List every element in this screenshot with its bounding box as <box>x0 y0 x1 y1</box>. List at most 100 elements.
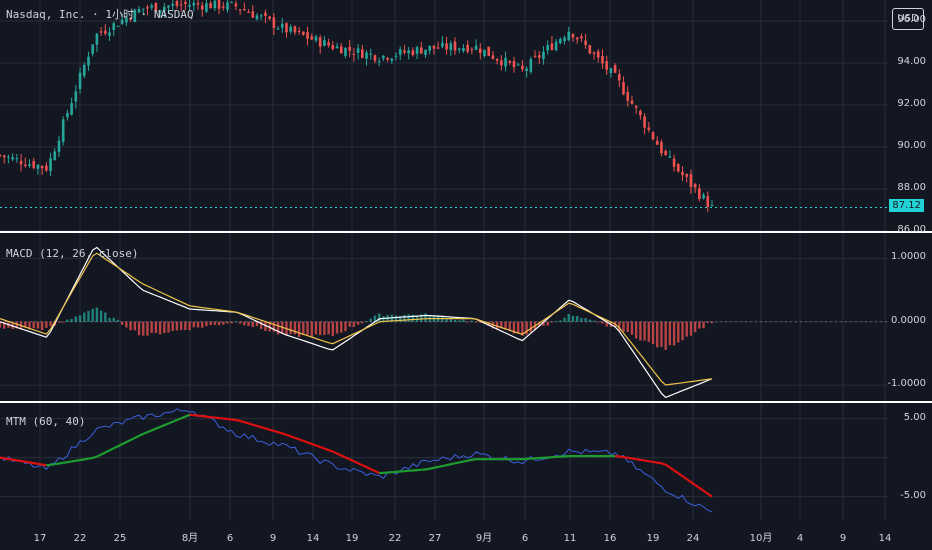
macd-histogram-bar <box>104 312 107 322</box>
mtm-ma-segment <box>302 439 308 444</box>
macd-histogram-bar <box>95 307 99 322</box>
mtm-ma-segment <box>273 429 279 434</box>
mtm-ma-segment <box>673 469 679 475</box>
macd-histogram-bar <box>377 313 381 322</box>
macd-histogram-bar <box>112 317 115 322</box>
mtm-ma-segment <box>442 464 447 468</box>
mtm-ma-segment <box>698 486 705 492</box>
candle-body <box>377 61 381 63</box>
macd-histogram-bar <box>234 321 238 323</box>
price-tick-label: 90.00 <box>897 140 926 151</box>
candle-body <box>453 41 457 51</box>
macd-histogram-bar <box>479 321 482 323</box>
macd-chart[interactable] <box>0 233 888 401</box>
candle-body <box>230 1 234 3</box>
mtm-tick-label: 5.00 <box>903 411 926 423</box>
candle-body <box>584 40 587 46</box>
mtm-ma-segment <box>29 461 34 465</box>
mtm-ma-segment <box>644 459 649 463</box>
mtm-ma-segment <box>25 460 30 464</box>
mtm-ma-segment <box>20 459 26 463</box>
mtm-ma-segment <box>96 453 102 458</box>
mtm-ma-segment <box>349 458 355 463</box>
macd-panel[interactable]: MACD (12, 26, close) <box>0 233 888 401</box>
macd-histogram-bar <box>0 321 2 328</box>
candle-body <box>318 37 322 47</box>
macd-histogram-bar <box>49 321 52 327</box>
candle-body <box>639 110 642 116</box>
macd-histogram-bar <box>99 310 103 322</box>
candle-body <box>483 49 486 57</box>
price-panel[interactable]: Nasdaq, Inc. · 1小时 · NASDAQ <box>0 0 888 231</box>
candle-body <box>129 18 132 20</box>
mtm-ma-segment <box>294 436 300 441</box>
macd-histogram-bar <box>335 321 339 334</box>
mtm-ma-segment <box>168 420 174 425</box>
mtm-ma-segment <box>425 467 430 471</box>
mtm-ma-segment <box>37 462 43 466</box>
candle-body <box>23 164 27 167</box>
mtm-ma-segment <box>665 463 671 469</box>
candle-body <box>116 25 120 27</box>
mtm-ma-segment <box>686 478 692 483</box>
time-tick-label: 27 <box>428 533 442 544</box>
mtm-ma-segment <box>84 457 89 461</box>
macd-histogram-bar <box>517 321 520 334</box>
currency-button[interactable]: USD <box>892 8 924 30</box>
candle-body <box>125 17 128 23</box>
mtm-ma-segment <box>433 465 439 469</box>
candle-body <box>205 3 208 12</box>
mtm-panel[interactable]: MTM (60, 40) <box>0 403 888 520</box>
candle-body <box>221 6 225 8</box>
mtm-ma-segment <box>125 439 132 444</box>
candle-body <box>500 60 503 66</box>
candle-body <box>264 12 267 16</box>
macd-histogram-bar <box>407 314 410 322</box>
mtm-ma-segment <box>256 424 262 429</box>
mtm-ma-segment <box>361 464 367 469</box>
macd-histogram-bar <box>137 321 141 336</box>
price-tick-label: 88.00 <box>897 182 926 193</box>
macd-histogram-bar <box>323 321 326 335</box>
time-tick-label: 9 <box>269 533 277 544</box>
mtm-ma-segment <box>147 429 153 434</box>
macd-histogram-bar <box>45 321 48 328</box>
candle-body <box>285 23 288 33</box>
time-tick-label: 22 <box>388 533 402 544</box>
candle-body <box>19 160 23 165</box>
macd-histogram-bar <box>672 321 676 346</box>
price-chart[interactable] <box>0 0 888 231</box>
candle-body <box>323 40 326 46</box>
mtm-ma-segment <box>16 459 22 463</box>
candle-body <box>310 36 314 40</box>
candle-body <box>200 5 204 10</box>
candle-body <box>668 156 672 158</box>
candle-body <box>339 46 343 54</box>
macd-histogram-bar <box>605 321 608 327</box>
mtm-ma-segment <box>121 441 127 446</box>
mtm-ma-segment <box>130 436 136 442</box>
macd-histogram-bar <box>268 321 271 332</box>
candle-body <box>78 72 82 90</box>
macd-histogram-bar <box>500 321 503 329</box>
macd-histogram-bar <box>639 321 642 341</box>
candle-body <box>706 196 710 208</box>
macd-histogram-bar <box>618 321 621 332</box>
candle-body <box>424 49 427 55</box>
mtm-ma-segment <box>657 461 662 465</box>
mtm-ma-segment <box>235 418 241 423</box>
candle-body <box>45 165 48 171</box>
pane-separator[interactable] <box>0 231 932 233</box>
macd-histogram-bar <box>196 321 200 328</box>
macd-histogram-bar <box>538 321 541 327</box>
pane-separator[interactable] <box>0 401 932 403</box>
mtm-chart[interactable] <box>0 403 888 520</box>
mtm-ma-segment <box>142 431 148 435</box>
candle-body <box>698 188 701 199</box>
macd-histogram-bar <box>175 321 179 331</box>
macd-histogram-bar <box>310 321 313 338</box>
candle-body <box>255 15 259 20</box>
mtm-ma-segment <box>79 458 85 462</box>
mtm-ma-segment <box>71 459 77 463</box>
mtm-ma-segment <box>315 444 321 449</box>
